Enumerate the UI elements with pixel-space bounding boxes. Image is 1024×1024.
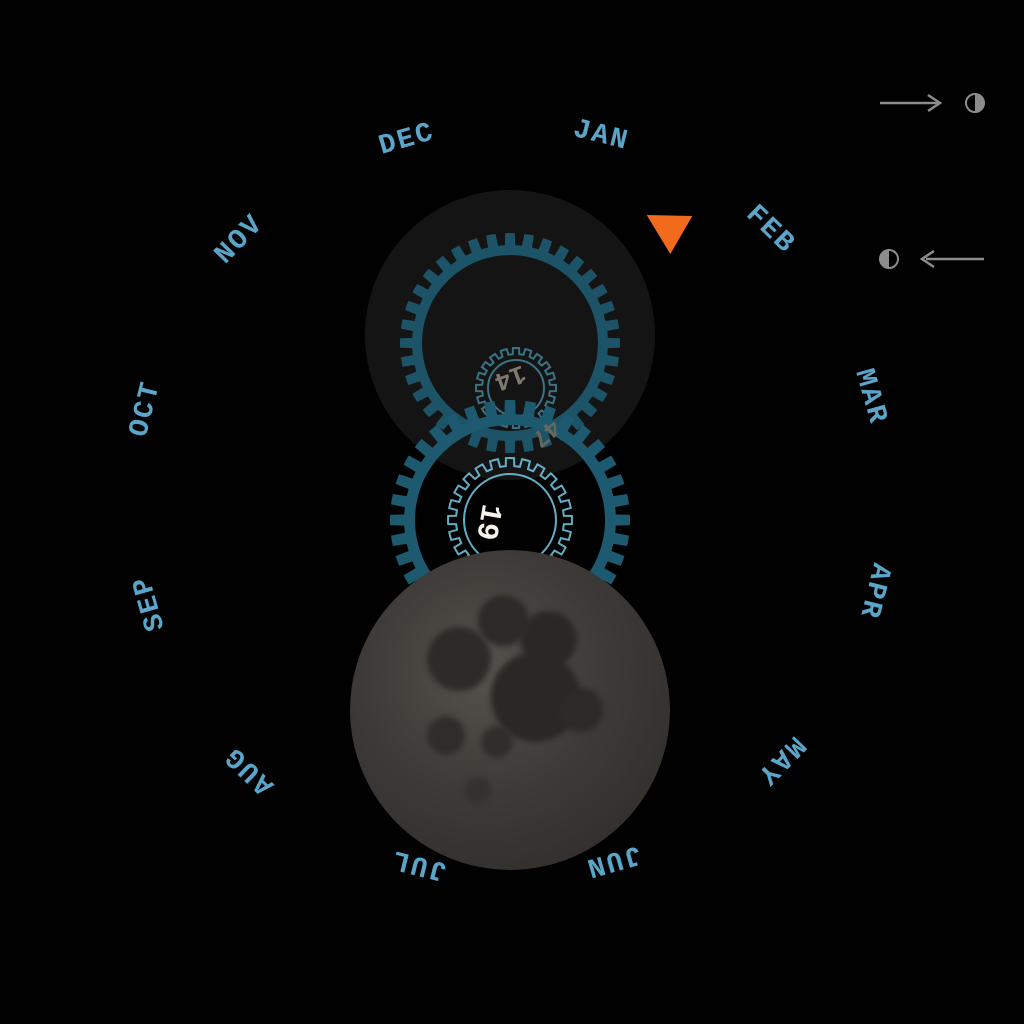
moon-crater [558, 688, 603, 733]
moon-crater [481, 726, 513, 758]
moon-crater [478, 595, 529, 646]
moon-crater [427, 627, 491, 691]
back-phase-button[interactable] [878, 248, 986, 270]
gear-number-lower: 19 [467, 501, 507, 542]
month-label-dec[interactable]: DEC [375, 117, 438, 162]
moon-crater [465, 777, 491, 803]
moon-crater [427, 716, 465, 754]
month-label-jan[interactable]: JAN [570, 114, 632, 158]
month-label-may[interactable]: MAY [749, 729, 810, 791]
month-label-apr[interactable]: APR [852, 560, 896, 622]
month-label-oct[interactable]: OCT [124, 378, 168, 440]
month-label-feb[interactable]: FEB [739, 199, 801, 260]
watchface-canvas: JANFEBMARAPRMAYJUNJULAUGSEPOCTNOVDEC 14 … [0, 0, 1024, 1024]
waxing-moon-icon [964, 92, 986, 114]
month-label-sep[interactable]: SEP [127, 572, 172, 635]
forward-phase-button[interactable] [878, 92, 986, 114]
month-label-mar[interactable]: MAR [848, 365, 893, 428]
month-label-nov[interactable]: NOV [209, 208, 270, 270]
month-label-aug[interactable]: AUG [218, 739, 280, 800]
moon-disc [350, 550, 670, 870]
arrow-right-icon [878, 93, 952, 113]
waning-moon-icon [878, 248, 900, 270]
arrow-left-icon [912, 249, 986, 269]
